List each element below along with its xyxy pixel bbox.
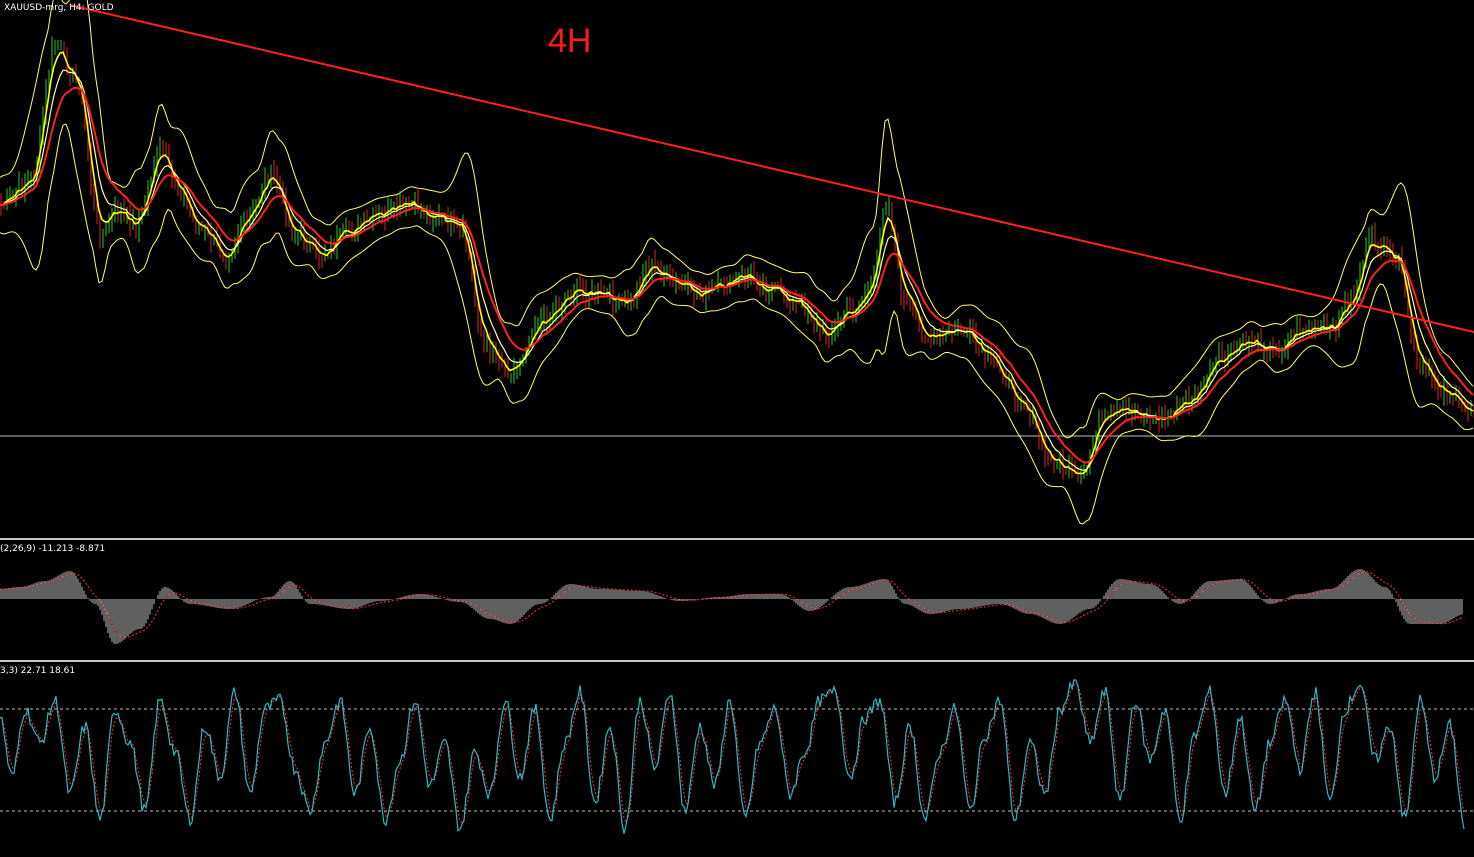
macd-label: (2,26,9) -11.213 -8.871 xyxy=(0,544,106,554)
timeframe-annotation: 4H xyxy=(548,22,592,60)
upper-band-line xyxy=(0,0,1474,439)
stochastic-main-line xyxy=(0,679,1465,834)
stochastic-label: 3,3) 22.71 18.61 xyxy=(0,666,76,676)
stochastic-canvas xyxy=(0,679,1474,834)
pane-separator[interactable] xyxy=(0,660,1474,662)
price-chart-pane[interactable]: XAUUSD-mrg, H4: GOLD 4H xyxy=(0,0,1474,537)
price-chart-canvas xyxy=(0,0,1474,525)
mid-ma-line xyxy=(0,69,1474,471)
stochastic-pane[interactable]: 3,3) 22.71 18.61 xyxy=(0,663,1474,857)
lower-band-line xyxy=(0,123,1474,525)
macd-pane[interactable]: (2,26,9) -11.213 -8.871 xyxy=(0,541,1474,659)
macd-canvas xyxy=(0,569,1463,644)
stochastic-signal-line xyxy=(0,681,1465,824)
slow-ma-line xyxy=(0,86,1474,464)
fast-ma-line xyxy=(0,51,1474,475)
pane-separator[interactable] xyxy=(0,538,1474,540)
symbol-label: XAUUSD-mrg, H4: GOLD xyxy=(4,3,114,13)
macd-signal-line xyxy=(0,571,1463,638)
trendline xyxy=(69,4,1474,333)
